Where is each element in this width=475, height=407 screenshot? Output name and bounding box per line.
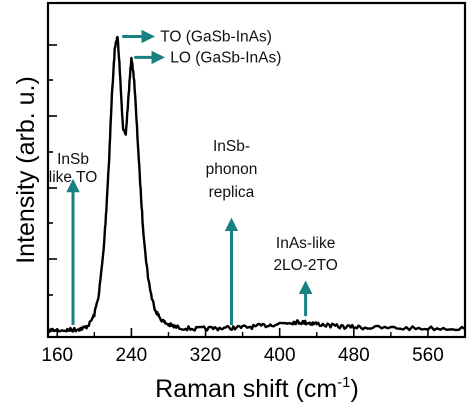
spectrum-line [46,35,466,334]
x-tick-label: 400 [264,345,296,366]
x-tick-label: 560 [412,345,444,366]
plot-frame [46,1,467,339]
x-axis-title-close: ) [351,375,359,403]
annotation-insb-replica-line: InSb- [213,138,250,155]
annotation-inas-2lo-line: 2LO-2TO [273,257,337,274]
x-axis-title-sup: -1 [337,374,350,391]
annotation-insb-replica-line: phonon [206,161,258,178]
annotation-insb-to-line: like TO [49,169,98,186]
x-tick-label: 480 [338,345,370,366]
x-tick-label: 160 [41,345,73,366]
annotation-insb-replica-line: replica [209,184,255,201]
x-axis-title: Raman shift (cm-1) [155,374,359,403]
x-tick-label: 320 [190,345,222,366]
x-axis-title-main: Raman shift (cm [155,375,337,403]
y-axis-title: Intensity (arb. u.) [12,76,40,264]
annotation-to: TO (GaSb-InAs) [160,28,272,45]
annotation-lo: LO (GaSb-InAs) [170,49,281,66]
x-tick-label: 240 [116,345,148,366]
annotation-inas-2lo-line: InAs-like [276,235,335,252]
annotation-insb-to-line: InSb [57,151,89,168]
